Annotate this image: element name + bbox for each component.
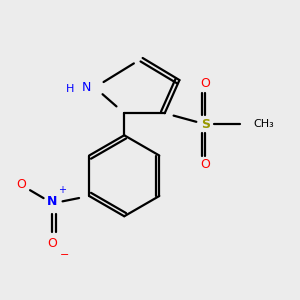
Text: O: O: [200, 77, 210, 90]
Text: −: −: [60, 250, 69, 260]
Text: O: O: [16, 178, 26, 191]
Text: O: O: [200, 158, 210, 171]
Text: CH₃: CH₃: [253, 119, 274, 129]
Text: O: O: [47, 237, 57, 250]
Text: H: H: [66, 84, 74, 94]
Text: S: S: [201, 118, 210, 131]
Text: N: N: [82, 81, 91, 94]
Text: +: +: [58, 185, 66, 196]
Text: N: N: [47, 195, 58, 208]
